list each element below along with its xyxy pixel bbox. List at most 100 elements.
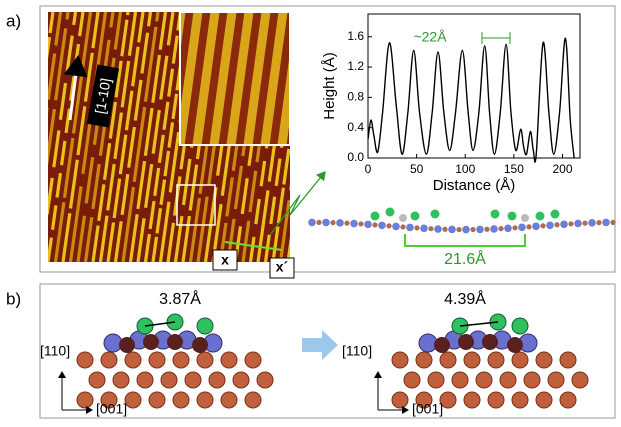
atom	[550, 209, 560, 219]
profile-line	[224, 241, 283, 251]
atom	[100, 351, 118, 369]
atom	[119, 337, 135, 353]
atom	[308, 218, 316, 227]
stripe	[278, 182, 290, 262]
plot-frame	[367, 13, 581, 159]
stripe	[91, 12, 130, 262]
stripe	[121, 12, 160, 262]
atom	[571, 371, 589, 389]
atom	[428, 226, 434, 232]
y-tick-label: 0.4	[347, 120, 364, 134]
atom	[350, 219, 358, 228]
atom	[184, 371, 202, 389]
transform-arrow	[302, 330, 338, 360]
atom	[448, 225, 456, 234]
atom	[476, 225, 484, 234]
x-tick-label: 0	[365, 162, 372, 176]
atom	[462, 225, 470, 234]
zoom-box	[176, 184, 216, 226]
atom	[399, 214, 407, 222]
atom	[430, 209, 440, 219]
atom	[410, 211, 420, 221]
distance-label: 3.87Å	[159, 289, 201, 308]
atom	[364, 220, 372, 229]
atom	[482, 334, 498, 350]
x-tick-label: 100	[455, 162, 475, 176]
atom	[559, 351, 577, 369]
atomic-model	[391, 313, 589, 409]
atom	[385, 207, 395, 217]
direction-label: [1-10]	[92, 77, 114, 115]
inset-frame	[179, 11, 291, 146]
stripe	[98, 12, 138, 262]
atom	[414, 225, 420, 231]
atom	[322, 218, 330, 227]
atom	[504, 224, 512, 233]
atom	[415, 391, 433, 409]
stripe	[113, 12, 153, 262]
atom	[143, 334, 159, 350]
atom	[172, 391, 190, 409]
x-tick-label: 150	[504, 162, 524, 176]
atom	[378, 221, 386, 230]
distance-line	[144, 321, 176, 327]
stripe	[53, 12, 93, 262]
atom	[256, 371, 274, 389]
atom	[574, 219, 582, 228]
profile-start: x	[221, 252, 229, 268]
atom	[434, 225, 442, 233]
atom	[511, 391, 529, 409]
axis-label: [001]	[412, 401, 443, 417]
y-tick-label: 1.6	[347, 29, 364, 43]
atom	[415, 351, 433, 369]
atom	[330, 220, 336, 226]
atom	[484, 226, 490, 232]
atom	[76, 391, 94, 409]
atom	[487, 391, 505, 409]
x-axis-title: Distance (Å)	[433, 177, 516, 194]
atom	[498, 226, 504, 232]
atom	[470, 226, 476, 233]
atom	[172, 351, 190, 369]
atom	[244, 351, 262, 369]
axis-label: [110]	[40, 343, 70, 359]
atom	[192, 337, 208, 353]
atom	[442, 226, 448, 232]
annotation-bracket	[481, 32, 511, 44]
atom	[124, 351, 142, 369]
x-tick-label: 200	[552, 162, 572, 176]
stripe	[158, 12, 198, 262]
atom	[568, 221, 574, 227]
panel-a-frame	[39, 5, 616, 273]
atom	[546, 221, 554, 230]
atom	[76, 351, 94, 369]
atom	[220, 351, 238, 369]
period-bracket	[404, 234, 526, 247]
atom	[196, 317, 214, 335]
stripe	[48, 12, 63, 113]
atom	[112, 371, 130, 389]
y-tick-label: 0.8	[347, 90, 364, 104]
annotation: ~22Å	[413, 29, 447, 45]
line-series	[367, 37, 575, 163]
panel-label: b)	[6, 289, 21, 308]
atom	[588, 219, 596, 227]
atom	[559, 391, 577, 409]
atom	[391, 351, 409, 369]
stripe	[143, 12, 183, 262]
stripe	[106, 12, 145, 262]
atom	[344, 220, 350, 226]
atom	[526, 224, 532, 230]
period-label: 21.6Å	[444, 249, 486, 268]
atom	[427, 371, 445, 389]
label-box	[212, 249, 238, 271]
atom	[463, 351, 481, 369]
x-tick-label: 50	[410, 162, 424, 176]
stripe	[61, 12, 100, 262]
atom	[518, 223, 526, 232]
atom	[392, 222, 400, 231]
atom	[232, 371, 250, 389]
atom	[406, 223, 414, 232]
atom	[499, 371, 517, 389]
